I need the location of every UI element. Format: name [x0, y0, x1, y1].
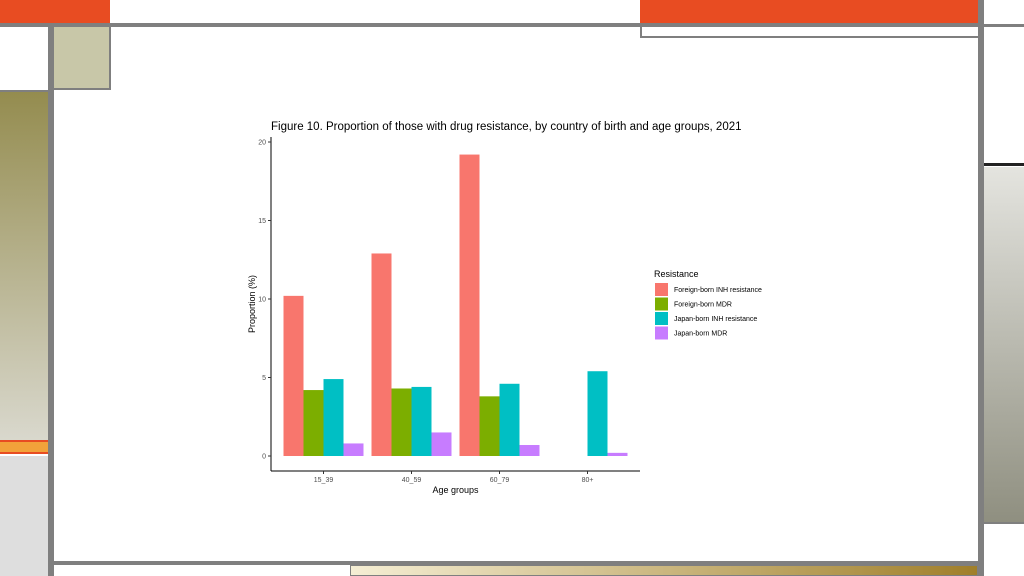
decorative-line-right — [978, 0, 984, 576]
legend-swatch — [655, 297, 668, 311]
legend-label: Japan-born MDR — [674, 331, 727, 338]
bar-60_79-0 — [459, 154, 480, 456]
decorative-strip-right — [984, 167, 1024, 524]
decorative-bar-top-right — [640, 0, 978, 24]
y-tick-label: 5 — [262, 375, 266, 382]
bar-40_59-0 — [371, 253, 392, 456]
y-tick-label: 10 — [258, 297, 266, 304]
bar-15_39-2 — [323, 379, 344, 456]
bar-15_39-3 — [343, 443, 364, 456]
x-tick-label: 80+ — [582, 477, 594, 484]
bar-15_39-1 — [303, 390, 324, 456]
decorative-line-right-top — [984, 24, 1024, 27]
legend-label: Foreign-born MDR — [674, 302, 732, 309]
legend-title: Resistance — [654, 269, 699, 279]
bars-layer — [283, 154, 628, 456]
x-axis-title: Age groups — [432, 485, 479, 495]
bar-60_79-3 — [519, 445, 540, 456]
x-tick-label: 40_59 — [402, 477, 422, 484]
bar-40_59-2 — [411, 386, 432, 456]
decorative-line-left — [48, 24, 54, 576]
y-axis-title: Proportion (%) — [247, 275, 257, 333]
decorative-block-left-bottom — [0, 456, 48, 576]
decorative-line-top — [0, 23, 982, 27]
bar-15_39-0 — [283, 295, 304, 456]
y-tick-label: 20 — [258, 140, 266, 147]
decorative-strip-left — [0, 90, 48, 440]
y-tick-label: 0 — [262, 454, 266, 461]
legend-swatch — [655, 283, 668, 296]
bar-80+-2 — [587, 371, 608, 456]
bar-60_79-1 — [479, 396, 500, 456]
bar-80+-3 — [607, 452, 628, 456]
chart-title: Figure 10. Proportion of those with drug… — [271, 121, 742, 133]
legend-label: Japan-born INH resistance — [674, 316, 757, 323]
x-tick-label: 60_79 — [490, 477, 510, 484]
decorative-accent-left — [0, 440, 48, 454]
decorative-bar-top-left — [0, 0, 110, 24]
legend-label: Foreign-born INH resistance — [674, 287, 762, 294]
legend-swatch — [655, 312, 668, 325]
y-tick-label: 15 — [258, 218, 266, 225]
decorative-line-bottom — [54, 561, 978, 565]
bar-40_59-1 — [391, 388, 412, 456]
decorative-block-left — [54, 27, 111, 90]
x-tick-label: 15_39 — [314, 477, 334, 484]
axes-layer: 0 5 10 15 20 15_39 40_59 60_79 80+ Age groups Prop… — [247, 137, 640, 495]
legend: Resistance Foreign-born INH resistance For… — [654, 269, 762, 340]
bar-60_79-2 — [499, 383, 520, 456]
legend-swatch — [655, 326, 668, 340]
decorative-line-right-mid — [984, 163, 1024, 166]
bar-40_59-3 — [431, 432, 452, 456]
